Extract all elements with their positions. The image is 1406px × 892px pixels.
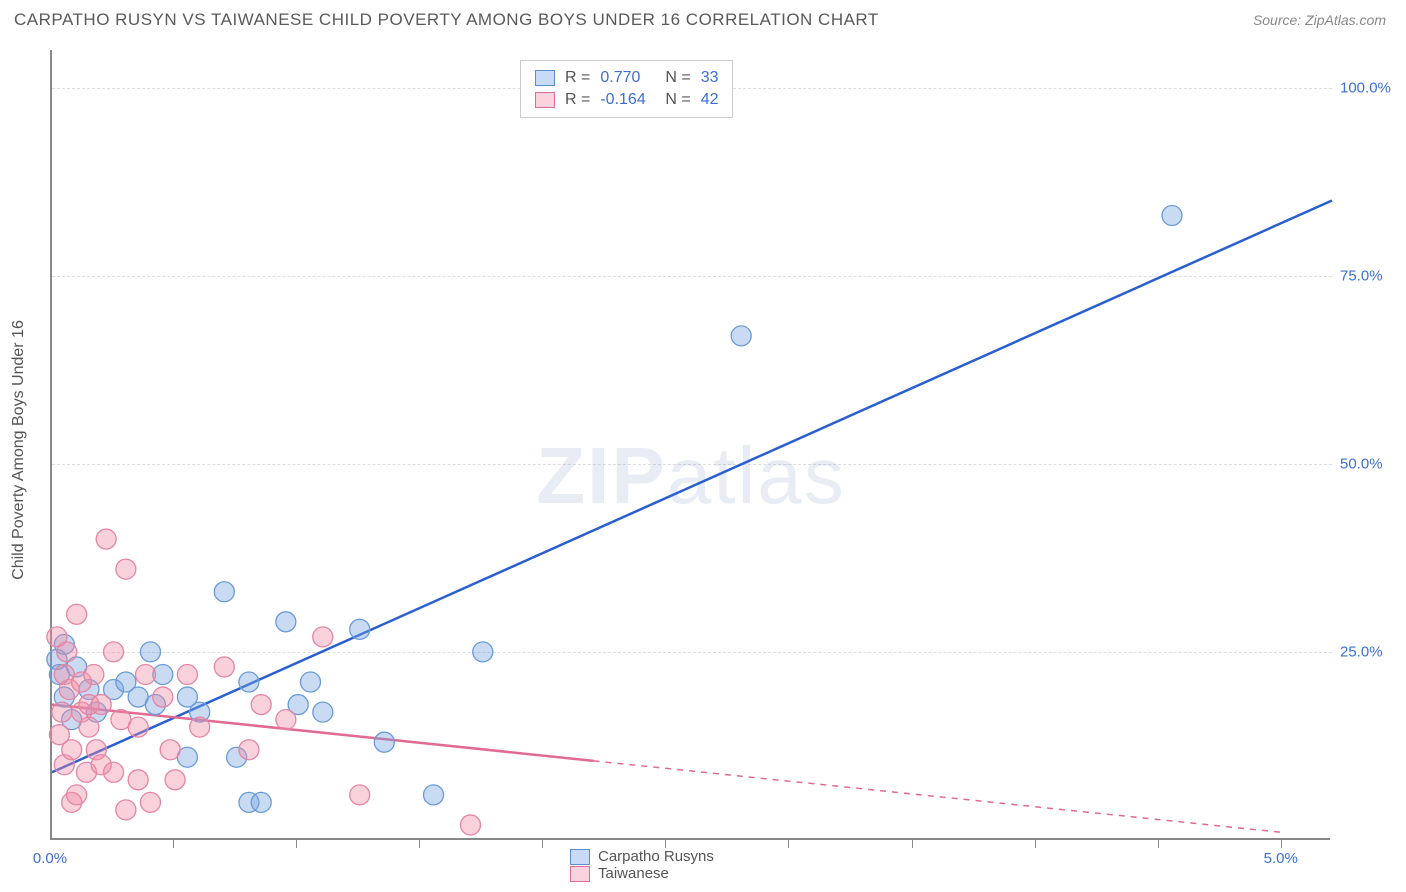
y-tick-label: 100.0% — [1340, 79, 1391, 96]
scatter-point-pink — [84, 664, 104, 684]
source-label: Source: ZipAtlas.com — [1253, 12, 1386, 28]
x-tick-mark — [173, 840, 174, 848]
x-tick-label: 5.0% — [1264, 850, 1298, 867]
scatter-point-pink — [177, 664, 197, 684]
scatter-point-pink — [67, 604, 87, 624]
chart-title: CARPATHO RUSYN VS TAIWANESE CHILD POVERT… — [14, 10, 879, 30]
x-tick-mark — [1035, 840, 1036, 848]
scatter-point-pink — [104, 642, 124, 662]
scatter-point-blue — [424, 785, 444, 805]
scatter-point-pink — [104, 762, 124, 782]
n-label: N = — [665, 91, 690, 109]
r-value: 0.770 — [600, 69, 655, 87]
scatter-point-pink — [136, 664, 156, 684]
scatter-point-blue — [1162, 206, 1182, 226]
n-value: 42 — [701, 91, 719, 109]
legend-swatch-pink — [535, 92, 555, 108]
n-value: 33 — [701, 69, 719, 87]
scatter-point-pink — [62, 740, 82, 760]
r-value: -0.164 — [600, 91, 655, 109]
y-tick-label: 75.0% — [1340, 267, 1383, 284]
scatter-point-pink — [79, 717, 99, 737]
scatter-point-pink — [96, 529, 116, 549]
scatter-point-pink — [128, 770, 148, 790]
legend-stat-row: R = -0.164 N = 42 — [535, 89, 718, 111]
x-tick-mark — [665, 840, 666, 848]
scatter-point-pink — [350, 785, 370, 805]
y-axis-label: Child Poverty Among Boys Under 16 — [10, 320, 28, 580]
legend-label: Carpatho Rusyns — [598, 848, 714, 865]
x-tick-mark — [296, 840, 297, 848]
legend-swatch-blue — [535, 70, 555, 86]
scatter-point-blue — [239, 672, 259, 692]
scatter-point-pink — [57, 642, 77, 662]
legend-stat-row: R = 0.770 N = 33 — [535, 67, 718, 89]
scatter-point-pink — [128, 717, 148, 737]
plot-box: ZIPatlas — [50, 50, 1330, 840]
scatter-point-pink — [276, 710, 296, 730]
scatter-point-pink — [67, 785, 87, 805]
scatter-point-blue — [276, 612, 296, 632]
y-tick-label: 50.0% — [1340, 455, 1383, 472]
x-tick-mark — [1281, 840, 1282, 848]
x-tick-label: 0.0% — [33, 850, 67, 867]
scatter-point-pink — [239, 740, 259, 760]
x-tick-mark — [542, 840, 543, 848]
scatter-point-blue — [300, 672, 320, 692]
r-label: R = — [565, 91, 590, 109]
legend-series: Carpatho RusynsTaiwanese — [570, 848, 714, 882]
scatter-point-blue — [214, 582, 234, 602]
scatter-point-pink — [165, 770, 185, 790]
chart-header: CARPATHO RUSYN VS TAIWANESE CHILD POVERT… — [0, 0, 1406, 35]
scatter-point-pink — [91, 695, 111, 715]
trend-line-pink-extrapolated — [594, 761, 1283, 833]
legend-swatch-pink — [570, 866, 590, 882]
scatter-point-pink — [313, 627, 333, 647]
x-tick-mark — [1158, 840, 1159, 848]
x-tick-mark — [419, 840, 420, 848]
scatter-point-blue — [374, 732, 394, 752]
scatter-point-pink — [460, 815, 480, 835]
y-tick-label: 25.0% — [1340, 643, 1383, 660]
scatter-point-pink — [160, 740, 180, 760]
legend-swatch-blue — [570, 849, 590, 865]
scatter-point-pink — [153, 687, 173, 707]
scatter-point-pink — [52, 702, 72, 722]
legend-item-blue: Carpatho Rusyns — [570, 848, 714, 865]
scatter-point-pink — [116, 800, 136, 820]
n-label: N = — [665, 69, 690, 87]
legend-label: Taiwanese — [598, 865, 669, 882]
scatter-point-blue — [251, 792, 271, 812]
scatter-point-blue — [731, 326, 751, 346]
plot-svg — [52, 50, 1332, 840]
x-tick-mark — [788, 840, 789, 848]
scatter-point-blue — [350, 619, 370, 639]
scatter-point-blue — [313, 702, 333, 722]
r-label: R = — [565, 69, 590, 87]
scatter-point-pink — [140, 792, 160, 812]
scatter-point-pink — [214, 657, 234, 677]
legend-item-pink: Taiwanese — [570, 865, 714, 882]
chart-area: ZIPatlas R = 0.770 N = 33 R = -0.164 N = 42 25.… — [50, 50, 1390, 840]
scatter-point-pink — [116, 559, 136, 579]
legend-stats: R = 0.770 N = 33 R = -0.164 N = 42 — [520, 60, 733, 118]
scatter-point-blue — [473, 642, 493, 662]
scatter-point-pink — [251, 695, 271, 715]
scatter-point-pink — [190, 717, 210, 737]
x-tick-mark — [912, 840, 913, 848]
scatter-point-blue — [140, 642, 160, 662]
